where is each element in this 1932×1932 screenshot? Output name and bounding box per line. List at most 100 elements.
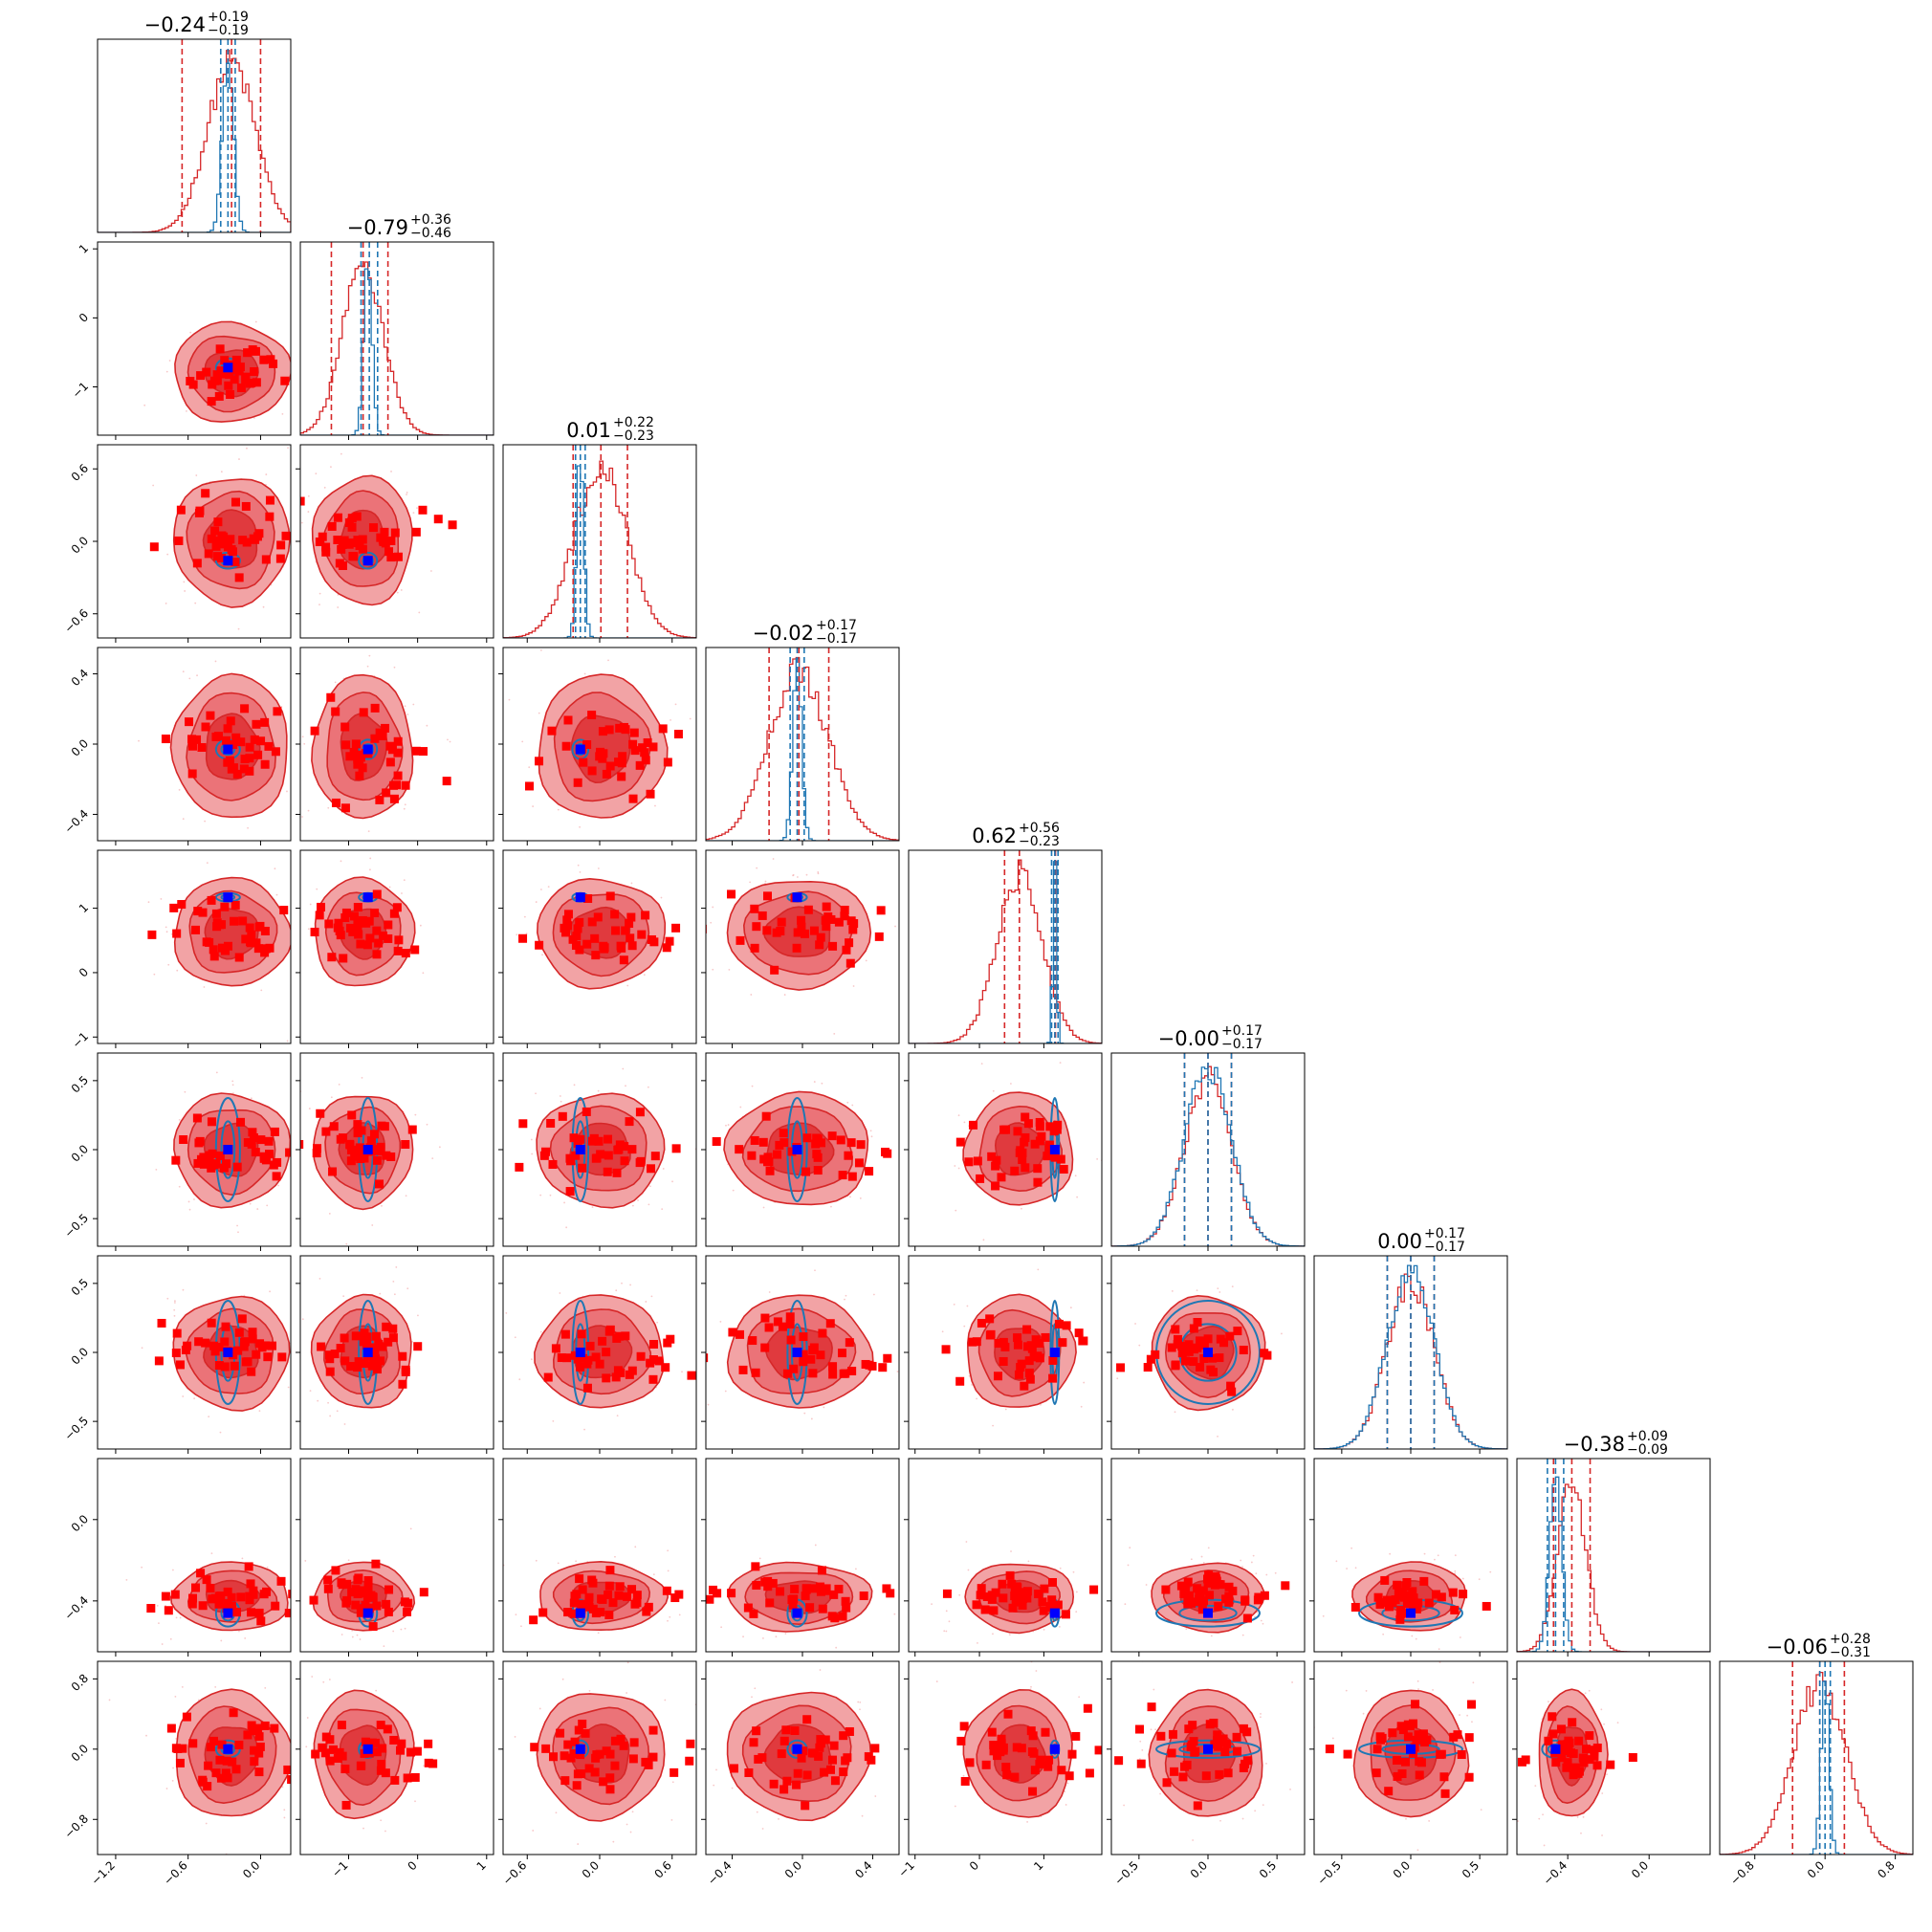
truth-marker <box>223 1145 233 1154</box>
sample-dot <box>1534 1785 1537 1788</box>
sample-marker <box>838 1349 847 1358</box>
sample-dot <box>1064 1790 1066 1793</box>
sample-marker <box>247 1367 256 1376</box>
sample-dot <box>859 1197 862 1199</box>
sample-marker <box>356 1608 365 1617</box>
sample-marker <box>779 1736 789 1745</box>
sample-marker <box>1041 1727 1050 1737</box>
sample-marker <box>579 757 588 767</box>
sample-dot <box>368 654 371 657</box>
sample-marker <box>389 780 399 790</box>
sample-marker <box>566 1156 576 1166</box>
sample-dot <box>281 1786 284 1789</box>
sample-marker <box>1002 1770 1012 1780</box>
sample-dot <box>400 1628 403 1631</box>
sample-marker <box>628 739 638 749</box>
sample-dot <box>287 1386 290 1389</box>
sample-dot <box>1241 1634 1244 1636</box>
sample-marker <box>982 1592 992 1602</box>
sample-marker <box>172 929 182 938</box>
scatter-panel-1-0 <box>143 320 291 423</box>
sample-dot <box>1365 1690 1368 1692</box>
sample-dot <box>1345 1689 1348 1692</box>
sample-marker <box>351 1331 361 1341</box>
sample-marker <box>329 1745 339 1754</box>
sample-dot <box>343 1423 346 1425</box>
sample-marker <box>577 1599 586 1609</box>
sample-marker <box>579 1353 588 1363</box>
sample-marker <box>347 514 357 523</box>
sample-dot <box>1454 1570 1457 1572</box>
sample-dot <box>236 1224 238 1227</box>
sample-marker <box>371 1354 381 1364</box>
sample-marker <box>825 1319 835 1328</box>
sample-marker <box>906 1358 914 1367</box>
sample-marker <box>598 727 607 736</box>
sample-marker <box>371 1331 381 1341</box>
sample-dot <box>500 928 502 930</box>
truth-marker <box>1406 1744 1416 1754</box>
sample-marker <box>246 1579 255 1589</box>
sample-marker <box>1033 1164 1043 1174</box>
sample-dot <box>283 1809 286 1811</box>
sample-dot <box>514 1336 516 1339</box>
sample-marker <box>822 922 831 932</box>
panel-frame <box>97 38 292 233</box>
sample-marker <box>1242 1727 1252 1737</box>
sample-marker <box>1372 1768 1381 1778</box>
sample-marker <box>861 1359 870 1369</box>
sample-marker <box>847 1367 857 1376</box>
sample-marker <box>790 1725 800 1735</box>
sample-dot <box>281 413 284 415</box>
sample-marker <box>583 893 593 903</box>
sample-marker <box>363 1584 373 1593</box>
sample-marker <box>1569 1748 1578 1758</box>
sample-marker <box>587 766 597 776</box>
sample-marker <box>285 1148 291 1157</box>
sample-marker <box>157 1318 166 1328</box>
sample-dot <box>1065 1804 1067 1806</box>
sample-marker <box>560 1329 570 1339</box>
sample-dot <box>266 1566 269 1569</box>
sample-marker <box>369 1130 379 1139</box>
sample-dot <box>1145 1584 1148 1586</box>
sample-marker <box>1008 1603 1018 1613</box>
sample-marker <box>1209 1718 1218 1727</box>
histogram-panel-0 <box>98 39 291 232</box>
sample-dot <box>539 1330 542 1333</box>
scatter-panel-4-3 <box>706 858 896 1035</box>
panel-frame <box>908 1660 1103 1855</box>
sample-dot <box>312 1748 315 1750</box>
sample-marker <box>1343 1749 1352 1759</box>
sample-marker <box>1017 1744 1026 1753</box>
sample-marker <box>207 895 216 905</box>
sample-dot <box>165 926 167 929</box>
sample-dot <box>616 1415 619 1417</box>
sample-marker <box>630 1599 640 1609</box>
sample-dot <box>896 1371 899 1372</box>
sample-marker <box>1038 1597 1047 1607</box>
sample-marker <box>220 538 230 547</box>
sample-dot <box>254 320 257 323</box>
sample-marker <box>397 1739 406 1748</box>
sample-dot <box>557 1470 559 1472</box>
sample-marker <box>194 1138 204 1148</box>
sample-dot <box>141 1566 143 1569</box>
sample-dot <box>292 1720 294 1722</box>
scatter-panel-6-2 <box>505 1282 696 1472</box>
sample-marker <box>591 1352 601 1362</box>
sample-dot <box>532 805 535 807</box>
sample-marker <box>187 735 197 744</box>
sample-marker <box>1203 1334 1213 1344</box>
sample-marker <box>243 1138 252 1148</box>
sample-marker <box>1017 1359 1026 1369</box>
truth-marker <box>575 892 585 903</box>
sample-dot <box>264 1686 267 1689</box>
sample-marker <box>829 1741 839 1750</box>
sample-marker <box>252 719 261 729</box>
sample-dot <box>296 1723 297 1724</box>
sample-marker <box>575 1574 584 1584</box>
sample-marker <box>387 745 397 755</box>
sample-marker <box>882 1584 891 1593</box>
sample-dot <box>874 1795 877 1797</box>
